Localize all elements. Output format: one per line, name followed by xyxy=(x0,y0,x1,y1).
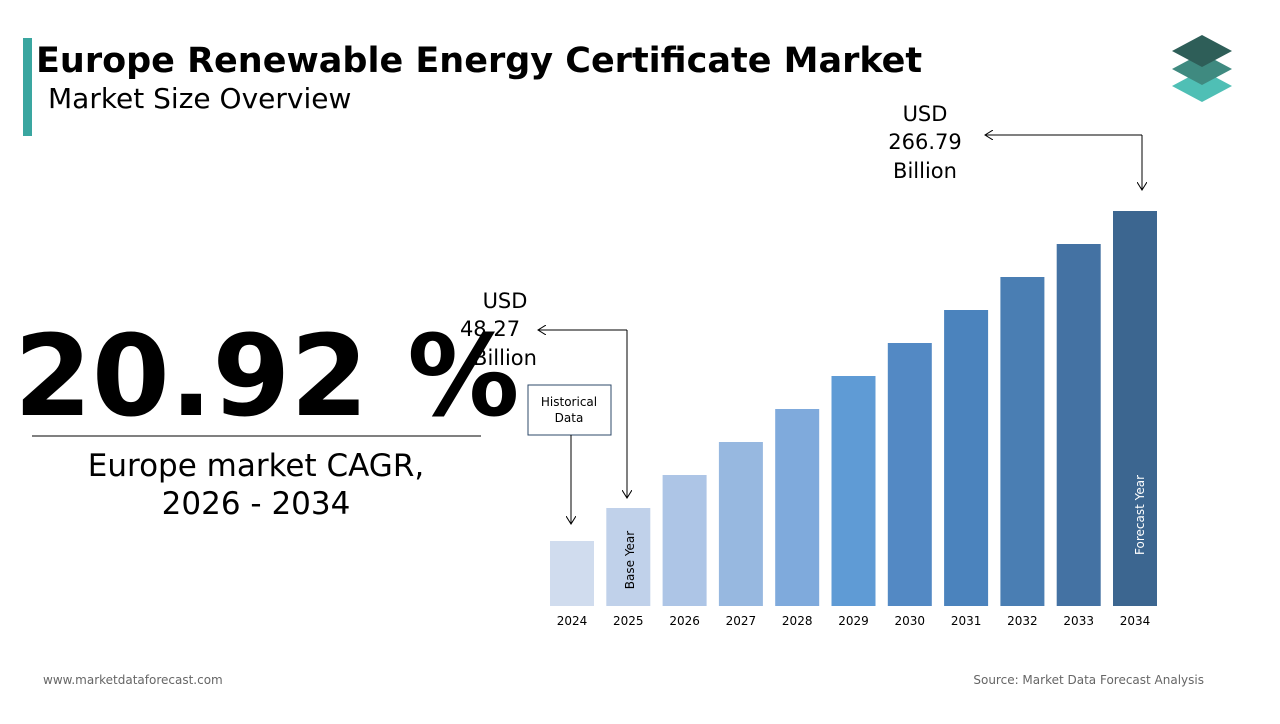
x-tick-label: 2025 xyxy=(613,614,644,628)
bar xyxy=(944,310,989,606)
cagr-caption: Europe market CAGR, xyxy=(88,448,424,484)
x-tick-label: 2033 xyxy=(1063,614,1094,628)
footer-website: www.marketdataforecast.com xyxy=(43,673,223,687)
bar xyxy=(606,508,651,606)
forecast-year-label: Forecast Year xyxy=(1133,475,1147,555)
x-tick-label: 2026 xyxy=(669,614,700,628)
annotation: Historical xyxy=(541,395,597,409)
bar xyxy=(887,343,932,606)
annotation: USD xyxy=(483,289,528,313)
bar xyxy=(1056,244,1101,606)
x-tick-label: 2034 xyxy=(1120,614,1151,628)
bars: 2024 2025 2026 2027 2028 2029 2030 2031 2032 2033… xyxy=(550,211,1157,628)
bar xyxy=(1000,277,1045,606)
historical-box xyxy=(527,384,612,436)
x-tick-label: 2032 xyxy=(1007,614,1038,628)
footer-source: Source: Market Data Forecast Analysis xyxy=(973,673,1204,687)
bar xyxy=(1113,211,1157,606)
x-tick-label: 2030 xyxy=(895,614,926,628)
x-tick-label: 2028 xyxy=(782,614,813,628)
bar xyxy=(550,541,594,606)
title: Europe Renewable Energy Certificate Mark… xyxy=(36,41,922,81)
annotation: Billion xyxy=(893,159,957,183)
subtitle: Market Size Overview xyxy=(48,82,351,115)
x-tick-label: 2027 xyxy=(726,614,757,628)
annotation: 266.79 xyxy=(888,130,961,154)
annotation: USD xyxy=(903,102,948,126)
base-year-label: Base Year xyxy=(623,531,637,590)
bar xyxy=(662,475,707,606)
cagr-caption: 2026 - 2034 xyxy=(162,486,351,522)
x-tick-label: 2024 xyxy=(557,614,588,628)
logo xyxy=(1172,35,1232,102)
x-tick-label: 2031 xyxy=(951,614,982,628)
cagr-value: 20.92 % xyxy=(14,312,519,442)
bar xyxy=(775,409,820,606)
annotation: Billion xyxy=(473,346,537,370)
bar xyxy=(718,442,763,606)
title-accent xyxy=(23,38,32,136)
annotation: Data xyxy=(555,411,584,425)
x-tick-label: 2029 xyxy=(838,614,869,628)
annotation: 48.27 xyxy=(460,317,520,341)
bar xyxy=(831,376,876,606)
